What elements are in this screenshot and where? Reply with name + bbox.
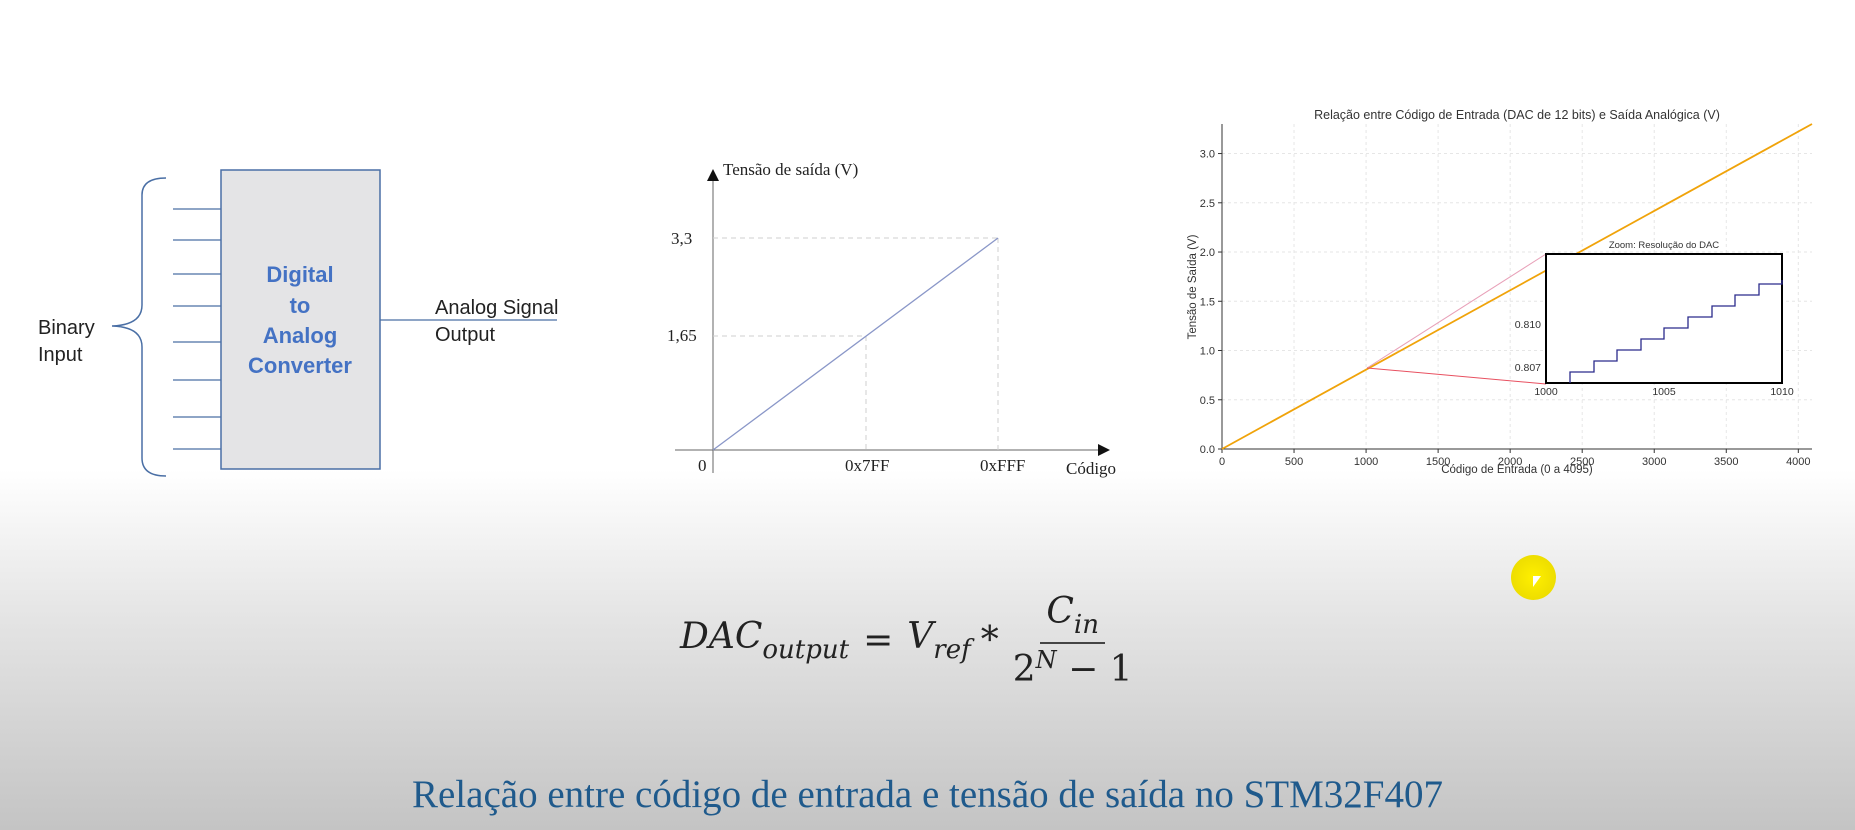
y-tick-label: 0.0 <box>1200 444 1215 456</box>
x-tick-label: 2000 <box>1498 456 1522 468</box>
dac-chart: Relação entre Código de Entrada (DAC de … <box>1187 108 1813 476</box>
x-tick-label: 1500 <box>1426 456 1450 468</box>
formula-lhs: DACoutput <box>680 615 850 665</box>
chart-title: Relação entre Código de Entrada (DAC de … <box>1314 108 1720 122</box>
box-label-analog: Analog <box>263 323 338 348</box>
y-tick-label: 2.0 <box>1200 247 1215 259</box>
x-tick-label: 3500 <box>1714 456 1738 468</box>
formula-times: * <box>980 619 999 661</box>
box-label-digital: Digital <box>266 262 333 287</box>
inset-frame <box>1545 253 1783 384</box>
inset-ytick-0807: 0.807 <box>1515 362 1541 374</box>
output-label-2: Output <box>435 324 495 346</box>
cursor-icon <box>1533 576 1541 587</box>
x-tick-label: 3000 <box>1642 456 1666 468</box>
formula-denominator: 2N − 1 <box>1012 645 1133 690</box>
cursor-highlight <box>1511 555 1556 600</box>
inset-xtick-1000: 1000 <box>1534 386 1558 398</box>
inset-xtick-1005: 1005 <box>1652 386 1676 398</box>
simple-ytick-1v65: 1,65 <box>667 326 697 345</box>
x-tick-label: 4000 <box>1786 456 1810 468</box>
dac-formula: DACoutput = Vref * Cin 2N − 1 <box>680 590 1133 690</box>
zoom-connector-top <box>1366 253 1547 369</box>
formula-equals: = <box>863 619 894 661</box>
x-tick-label: 500 <box>1285 456 1303 468</box>
series-line <box>1221 123 1813 450</box>
formula-numerator: Cin <box>1040 591 1105 644</box>
x-tick-label: 0 <box>1219 456 1225 468</box>
simple-transfer-chart: Tensão de saída (V) 3,3 1,65 0 0x7FF 0xF… <box>667 160 1116 478</box>
zoom-inset: Zoom: Resolução do DAC 0.810 0.807 1000 … <box>1515 240 1794 398</box>
inset-xtick-1010: 1010 <box>1770 386 1794 398</box>
inset-title: Zoom: Resolução do DAC <box>1609 240 1719 251</box>
output-label-1: Analog Signal <box>435 297 558 319</box>
chart-ylabel: Tensão de Saída (V) <box>1187 234 1199 339</box>
y-tick-label: 1.0 <box>1200 346 1215 358</box>
simple-ytick-3v3: 3,3 <box>671 229 692 248</box>
x-tick-label: 2500 <box>1570 456 1594 468</box>
input-bit-lines <box>173 208 221 450</box>
binary-input-label-1: Binary <box>38 317 95 339</box>
y-tick-label: 3.0 <box>1200 149 1215 161</box>
simple-xtick-fff: 0xFFF <box>980 456 1025 475</box>
box-label-to: to <box>290 293 311 318</box>
inset-step-line <box>1569 280 1783 383</box>
simple-ylabel: Tensão de saída (V) <box>723 160 858 179</box>
converter-box <box>220 169 381 470</box>
binary-input-label-2: Input <box>38 344 83 366</box>
x-tick-label: 1000 <box>1354 456 1378 468</box>
inset-ytick-0810: 0.810 <box>1515 319 1541 331</box>
y-arrow-icon <box>707 169 719 181</box>
chart-xlabel: Código de Entrada (0 a 4095) <box>1441 464 1593 476</box>
simple-transfer-line <box>712 237 999 451</box>
box-label-converter: Converter <box>248 353 352 378</box>
simple-xtick-7ff: 0x7FF <box>845 456 889 475</box>
y-tick-label: 0.5 <box>1200 395 1215 407</box>
y-tick-label: 2.5 <box>1200 198 1215 210</box>
input-brace <box>111 177 167 477</box>
simple-origin-label: 0 <box>698 456 707 475</box>
x-arrow-icon <box>1098 444 1110 456</box>
dac-block-diagram: Binary Input Digital to Analog Converter… <box>38 169 558 477</box>
page-caption: Relação entre código de entrada e tensão… <box>411 773 1443 816</box>
formula-fraction: Cin 2N − 1 <box>1013 591 1133 690</box>
y-tick-label: 1.5 <box>1200 296 1215 308</box>
zoom-connector-bottom <box>1366 367 1547 385</box>
simple-xlabel: Código <box>1066 459 1116 478</box>
formula-vref: Vref <box>907 615 971 665</box>
